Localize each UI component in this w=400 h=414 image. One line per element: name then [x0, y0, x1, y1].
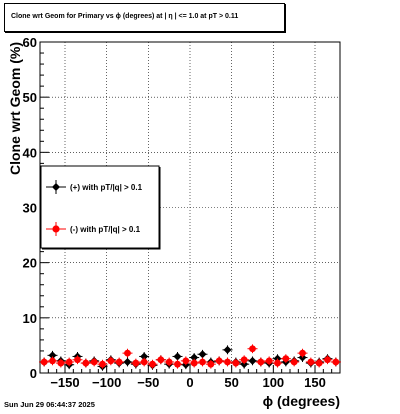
data-point [57, 359, 65, 367]
data-point [123, 357, 132, 366]
data-point [182, 357, 190, 365]
y-tick-label: 10 [23, 311, 37, 326]
data-point [140, 358, 148, 366]
data-point [324, 356, 331, 364]
series-1 [39, 344, 341, 369]
data-point [290, 358, 298, 366]
data-point [199, 358, 206, 366]
x-tick-label: −150 [50, 375, 79, 390]
data-point [48, 351, 57, 360]
data-point [248, 356, 257, 365]
data-point [274, 359, 281, 367]
legend-marker [52, 183, 60, 191]
data-point [190, 359, 198, 367]
legend: (+) with pT/|q| > 0.1 (-) with pT/|q| > 0… [40, 165, 161, 250]
data-point [82, 359, 90, 367]
data-point [74, 356, 81, 364]
data-point [224, 358, 231, 366]
x-tick-label: 150 [304, 375, 326, 390]
data-point [249, 345, 256, 353]
data-point [90, 358, 98, 366]
data-point [40, 358, 48, 366]
data-point [215, 357, 223, 365]
data-point [115, 358, 123, 366]
data-point [223, 345, 232, 354]
y-tick-label: 50 [23, 90, 37, 105]
data-point [107, 357, 115, 365]
timestamp: Sun Jun 29 06:44:37 2025 [4, 400, 95, 409]
data-point [190, 353, 199, 362]
legend-marker [52, 225, 60, 233]
x-tick-label: −100 [92, 375, 121, 390]
data-point [173, 352, 182, 361]
data-point [165, 358, 173, 366]
data-point [174, 360, 181, 368]
y-tick-label: 20 [23, 256, 37, 271]
data-point [299, 349, 306, 357]
y-axis-title: Clone wrt Geom (%) [7, 42, 23, 175]
x-tick-label: 0 [186, 375, 193, 390]
chart-title: Clone wrt Geom for Primary vs ϕ (degrees… [11, 13, 239, 20]
legend-label: (+) with pT/|q| > 0.1 [70, 183, 143, 192]
data-point [49, 357, 56, 365]
x-tick-label: 100 [262, 375, 284, 390]
chart-title-box: Clone wrt Geom for Primary vs ϕ (degrees… [4, 3, 285, 32]
data-point [232, 359, 240, 367]
x-axis-title: ϕ (degrees) [263, 393, 340, 409]
legend-box [40, 165, 160, 249]
data-point [315, 359, 323, 367]
y-tick-label: 60 [23, 35, 37, 50]
data-point [282, 355, 290, 363]
data-point [307, 358, 315, 366]
data-point [240, 356, 248, 364]
data-point [332, 358, 340, 366]
data-point [257, 358, 265, 366]
legend-shadow [159, 167, 161, 249]
data-point [140, 352, 149, 361]
data-point [124, 349, 131, 357]
data-point [132, 359, 140, 367]
legend-shadow [42, 248, 161, 250]
x-tick-label: 50 [224, 375, 238, 390]
data-point [265, 357, 273, 365]
y-tick-label: 40 [23, 145, 37, 160]
legend-label: (-) with pT/|q| > 0.1 [70, 225, 141, 234]
x-tick-label: −50 [137, 375, 159, 390]
data-point [99, 360, 106, 368]
y-tick-label: 0 [30, 366, 37, 381]
y-tick-label: 30 [23, 201, 37, 216]
data-point [198, 350, 207, 359]
data-point [65, 358, 73, 366]
data-point [157, 356, 165, 364]
data-point [149, 360, 156, 368]
data-point [207, 360, 215, 368]
